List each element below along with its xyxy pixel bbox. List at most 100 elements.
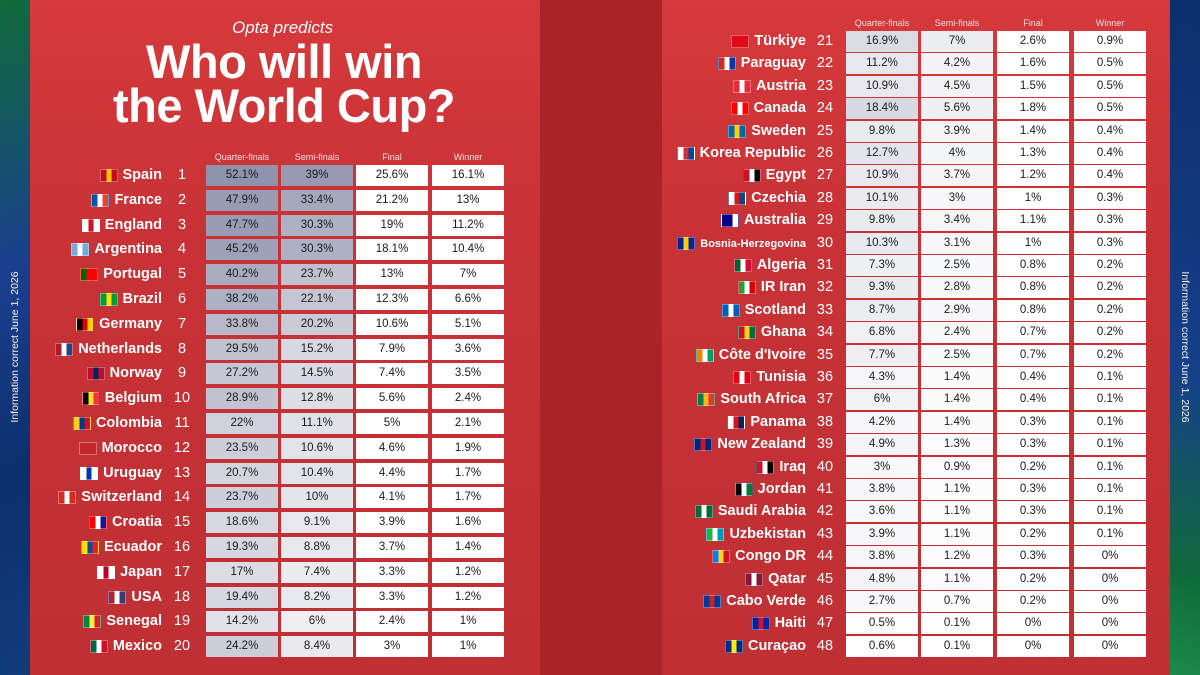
value-cell: 12.7%: [846, 143, 918, 164]
value-cell: 0.7%: [997, 322, 1069, 344]
value-cell: 2.7%: [846, 591, 918, 612]
table-row: Netherlands 8 29.5% 15.2% 7.9% 3.6%: [0, 338, 1200, 361]
value-cell: 0.2%: [997, 568, 1069, 590]
value-cell: 0.1%: [1074, 389, 1146, 411]
value-cell: 4.1%: [356, 487, 428, 509]
value-cell: 0.2%: [1074, 277, 1146, 299]
country-name: Belgium: [104, 390, 162, 407]
rank-number: 6: [177, 291, 187, 307]
value-cell: 39%: [281, 165, 353, 186]
value-cell: 14.2%: [206, 611, 278, 633]
flag-icon: [720, 214, 739, 228]
flag-icon: [695, 348, 714, 362]
country-name: Tunisia: [756, 369, 806, 385]
value-cell: 1.4%: [921, 367, 993, 388]
value-cell: 3.6%: [846, 501, 918, 523]
value-cell: 30.3%: [281, 214, 353, 236]
flag-icon: [677, 236, 696, 250]
left-decorative-edge: [0, 0, 30, 675]
flag-icon: [81, 392, 100, 406]
table-row: Senegal 19 14.2% 6% 2.4% 1%: [0, 611, 1200, 633]
value-cell: 7.7%: [846, 344, 918, 366]
flag-icon: [80, 541, 99, 554]
value-cell: 0.4%: [997, 389, 1069, 411]
value-cell: 11.2%: [432, 214, 504, 236]
country-name: Ecuador: [103, 539, 162, 555]
value-cell: 1.1%: [921, 501, 993, 523]
value-cell: 5%: [356, 413, 428, 434]
value-cell: 17%: [206, 561, 278, 583]
column-header: Winner: [1095, 18, 1125, 28]
rank-number: 13: [173, 464, 191, 481]
flag-icon: [55, 342, 74, 356]
value-cell: 0.8%: [997, 277, 1069, 299]
table-row: Korea Republic 26 12.7% 4% 1.3% 0.4%: [0, 143, 1200, 165]
value-cell: 0.3%: [1074, 187, 1146, 209]
flag-icon: [712, 550, 731, 564]
value-cell: 7%: [921, 31, 993, 52]
value-cell: 4.2%: [846, 411, 918, 433]
rank-number: 32: [816, 279, 834, 296]
value-cell: 1.6%: [997, 53, 1069, 75]
country-name: Uzbekistan: [729, 525, 806, 542]
table-row: Argentina 4 45.2% 30.3% 18.1% 10.4%: [0, 239, 1200, 261]
country-name: Jordan: [757, 481, 806, 497]
value-cell: 0.3%: [997, 411, 1069, 433]
value-cell: 21.2%: [356, 189, 428, 211]
value-cell: 10.1%: [846, 187, 918, 209]
flag-icon: [742, 169, 761, 183]
value-cell: 1.1%: [921, 568, 993, 590]
title-line-2: the World Cup?: [113, 79, 455, 132]
value-cell: 1%: [432, 611, 504, 633]
value-cell: 22%: [206, 413, 278, 434]
value-cell: 7.3%: [846, 255, 918, 276]
rank-number: 4: [177, 241, 187, 258]
country-name: Morocco: [101, 439, 162, 456]
value-cell: 5.6%: [921, 98, 993, 120]
value-cell: 18.1%: [356, 239, 428, 261]
table-row: Spain 1 52.1% 39% 25.6% 16.1%: [0, 165, 1200, 187]
flag-icon: [730, 102, 749, 116]
value-cell: 0.2%: [1074, 299, 1146, 321]
table-row: Australia 29 9.8% 3.4% 1.1% 0.3%: [0, 210, 1200, 232]
value-cell: 18.4%: [846, 98, 918, 120]
column-header: Quarter-finals: [854, 18, 910, 28]
flag-icon: [108, 590, 127, 604]
rank-number: 35: [816, 346, 834, 363]
value-cell: 10.4%: [281, 462, 353, 484]
country-name: Czechia: [751, 189, 806, 206]
rank-number: 39: [816, 436, 834, 453]
value-cell: 10.9%: [846, 75, 918, 97]
rank-number: 2: [177, 191, 187, 208]
rank-number: 24: [816, 100, 834, 117]
table-row: Uzbekistan 43 3.9% 1.1% 0.2% 0.1%: [0, 523, 1200, 546]
value-cell: 38.2%: [206, 289, 278, 310]
country-name: Senegal: [106, 613, 162, 630]
rank-number: 7: [177, 315, 187, 332]
value-cell: 33.4%: [281, 189, 353, 211]
value-cell: 0.5%: [1074, 53, 1146, 75]
rank-number: 46: [816, 593, 834, 609]
rank-number: 45: [816, 570, 834, 587]
table-row: Japan 17 17% 7.4% 3.3% 1.2%: [0, 561, 1200, 584]
value-cell: 16.1%: [432, 165, 504, 186]
value-cell: 1.2%: [432, 561, 504, 583]
value-cell: 3.3%: [356, 561, 428, 583]
value-cell: 0.1%: [1074, 456, 1146, 478]
value-cell: 0.1%: [1074, 434, 1146, 456]
table-row: Sweden 25 9.8% 3.9% 1.4% 0.4%: [0, 120, 1200, 143]
table-row: Egypt 27 10.9% 3.7% 1.2% 0.4%: [0, 165, 1200, 187]
flag-icon: [676, 147, 695, 160]
value-cell: 4.5%: [921, 75, 993, 97]
value-cell: 1.8%: [997, 98, 1069, 120]
rank-number: 48: [816, 637, 834, 654]
value-cell: 1.4%: [921, 411, 993, 433]
value-cell: 6%: [281, 611, 353, 633]
rank-number: 38: [816, 413, 834, 430]
value-cell: 1.1%: [921, 523, 993, 545]
rank-number: 9: [177, 365, 187, 382]
country-name: New Zealand: [717, 436, 806, 453]
value-cell: 9.8%: [846, 210, 918, 232]
table-row: Congo DR 44 3.8% 1.2% 0.3% 0%: [0, 546, 1200, 568]
flag-icon: [78, 441, 97, 455]
